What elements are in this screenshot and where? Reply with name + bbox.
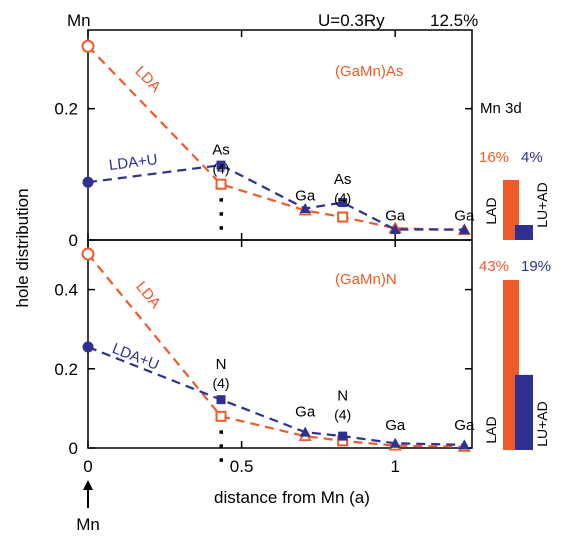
top-site-label: Ga [454, 207, 475, 224]
bottom-panel-title: (GaMn)N [335, 271, 397, 288]
y-axis-title: hole distribution [13, 188, 32, 307]
top-panel-title: (GaMn)As [335, 63, 403, 80]
top-inset-lda-bar-label: LAD [483, 197, 499, 224]
bottom-y-tick-label: 0.2 [54, 360, 78, 379]
top-plot-frame [87, 29, 473, 241]
bottom-site-count: (4) [334, 406, 351, 422]
top-guide-dot [219, 212, 224, 216]
bottom-mn-label: Mn [76, 515, 100, 534]
x-tick-label: 1 [390, 457, 399, 476]
header-center-label: U=0.3Ry [318, 11, 385, 30]
ldau-top-line [87, 164, 465, 231]
plot-frames: 0 0.2 0 0.2 0.4 0 0.5 1 [54, 29, 473, 476]
ldau-bottom-line [87, 345, 465, 446]
bottom-inset-bar-ldau [515, 374, 533, 450]
top-site-count: (4) [212, 161, 229, 177]
bottom-inset-ldau-pct: 19% [521, 258, 551, 275]
lda-top-point [337, 211, 349, 223]
bottom-site-label: Ga [385, 417, 406, 434]
x-axis-title: distance from Mn (a) [214, 488, 370, 507]
lda-bottom-point [215, 410, 227, 422]
top-guide-dot [219, 226, 224, 230]
bottom-inset-lda-bar-label: LAD [483, 416, 499, 443]
bottom-guide-dot [219, 430, 224, 434]
top-inset-bar-ldau [515, 225, 533, 240]
top-inset-ldau-pct: 4% [521, 149, 543, 166]
bottom-site-label: Ga [454, 417, 475, 434]
ldau-top-series-label: LDA+U [108, 151, 159, 174]
top-site-label: Ga [385, 207, 406, 224]
ldau-bottom-point [338, 431, 348, 441]
lda-bottom-point [81, 247, 95, 261]
header-right-label: 12.5% [430, 11, 478, 30]
ldau-bottom-point [458, 439, 470, 450]
up-arrow-icon [83, 480, 93, 508]
plot-marks: LDA LDA+U As (4) Ga As (4) Ga Ga LDA LDA+U N (4) Ga N (… [81, 39, 533, 462]
ldau-top-point [299, 202, 311, 213]
bottom-site-label: Ga [295, 403, 316, 420]
bottom-site-label: N [216, 356, 227, 373]
bottom-guide-dot [219, 458, 224, 462]
top-y-tick-label: 0.2 [54, 100, 78, 119]
inset-title: Mn 3d [480, 100, 522, 117]
ldau-top-point [458, 223, 470, 234]
ldau-top-point [338, 198, 348, 208]
bottom-plot-frame [87, 239, 473, 449]
top-site-label: Ga [295, 188, 316, 205]
lda-top-point [81, 39, 95, 53]
top-y-tick-label: 0 [69, 231, 78, 250]
top-site-label: As [212, 142, 230, 159]
top-site-count: (4) [334, 190, 351, 206]
x-tick-label: 0 [83, 457, 92, 476]
bottom-inset-ldau-bar-label: LU+AD [534, 401, 550, 447]
bottom-guide-dot [219, 444, 224, 448]
lda-top-series-label: LDA [132, 63, 164, 96]
bottom-site-count: (4) [212, 375, 229, 391]
bottom-inset-lda-pct: 43% [479, 258, 509, 275]
ldau-bottom-point [82, 341, 94, 353]
ldau-bottom-series-label: LDA+U [110, 340, 162, 374]
lda-bottom-line [87, 253, 465, 448]
top-inset-ldau-bar-label: LU+AD [534, 182, 550, 228]
bottom-y-tick-label: 0 [69, 439, 78, 458]
ldau-bottom-point [299, 426, 311, 437]
ldau-bottom-point [216, 395, 226, 405]
ldau-top-point [82, 176, 94, 188]
x-tick-label: 0.5 [230, 457, 254, 476]
ldau-top-point [216, 160, 226, 170]
header-left-label: Mn [67, 11, 91, 30]
ldau-top-point [389, 223, 401, 234]
top-guide-dot [219, 198, 224, 202]
bottom-site-label: N [337, 387, 348, 404]
ldau-bottom-point [389, 437, 401, 448]
lda-top-point [215, 178, 227, 190]
top-site-label: As [334, 171, 352, 188]
top-inset-lda-pct: 16% [479, 149, 509, 166]
lda-bottom-series-label: LDA [132, 278, 164, 311]
bottom-y-tick-label: 0.4 [54, 281, 78, 300]
